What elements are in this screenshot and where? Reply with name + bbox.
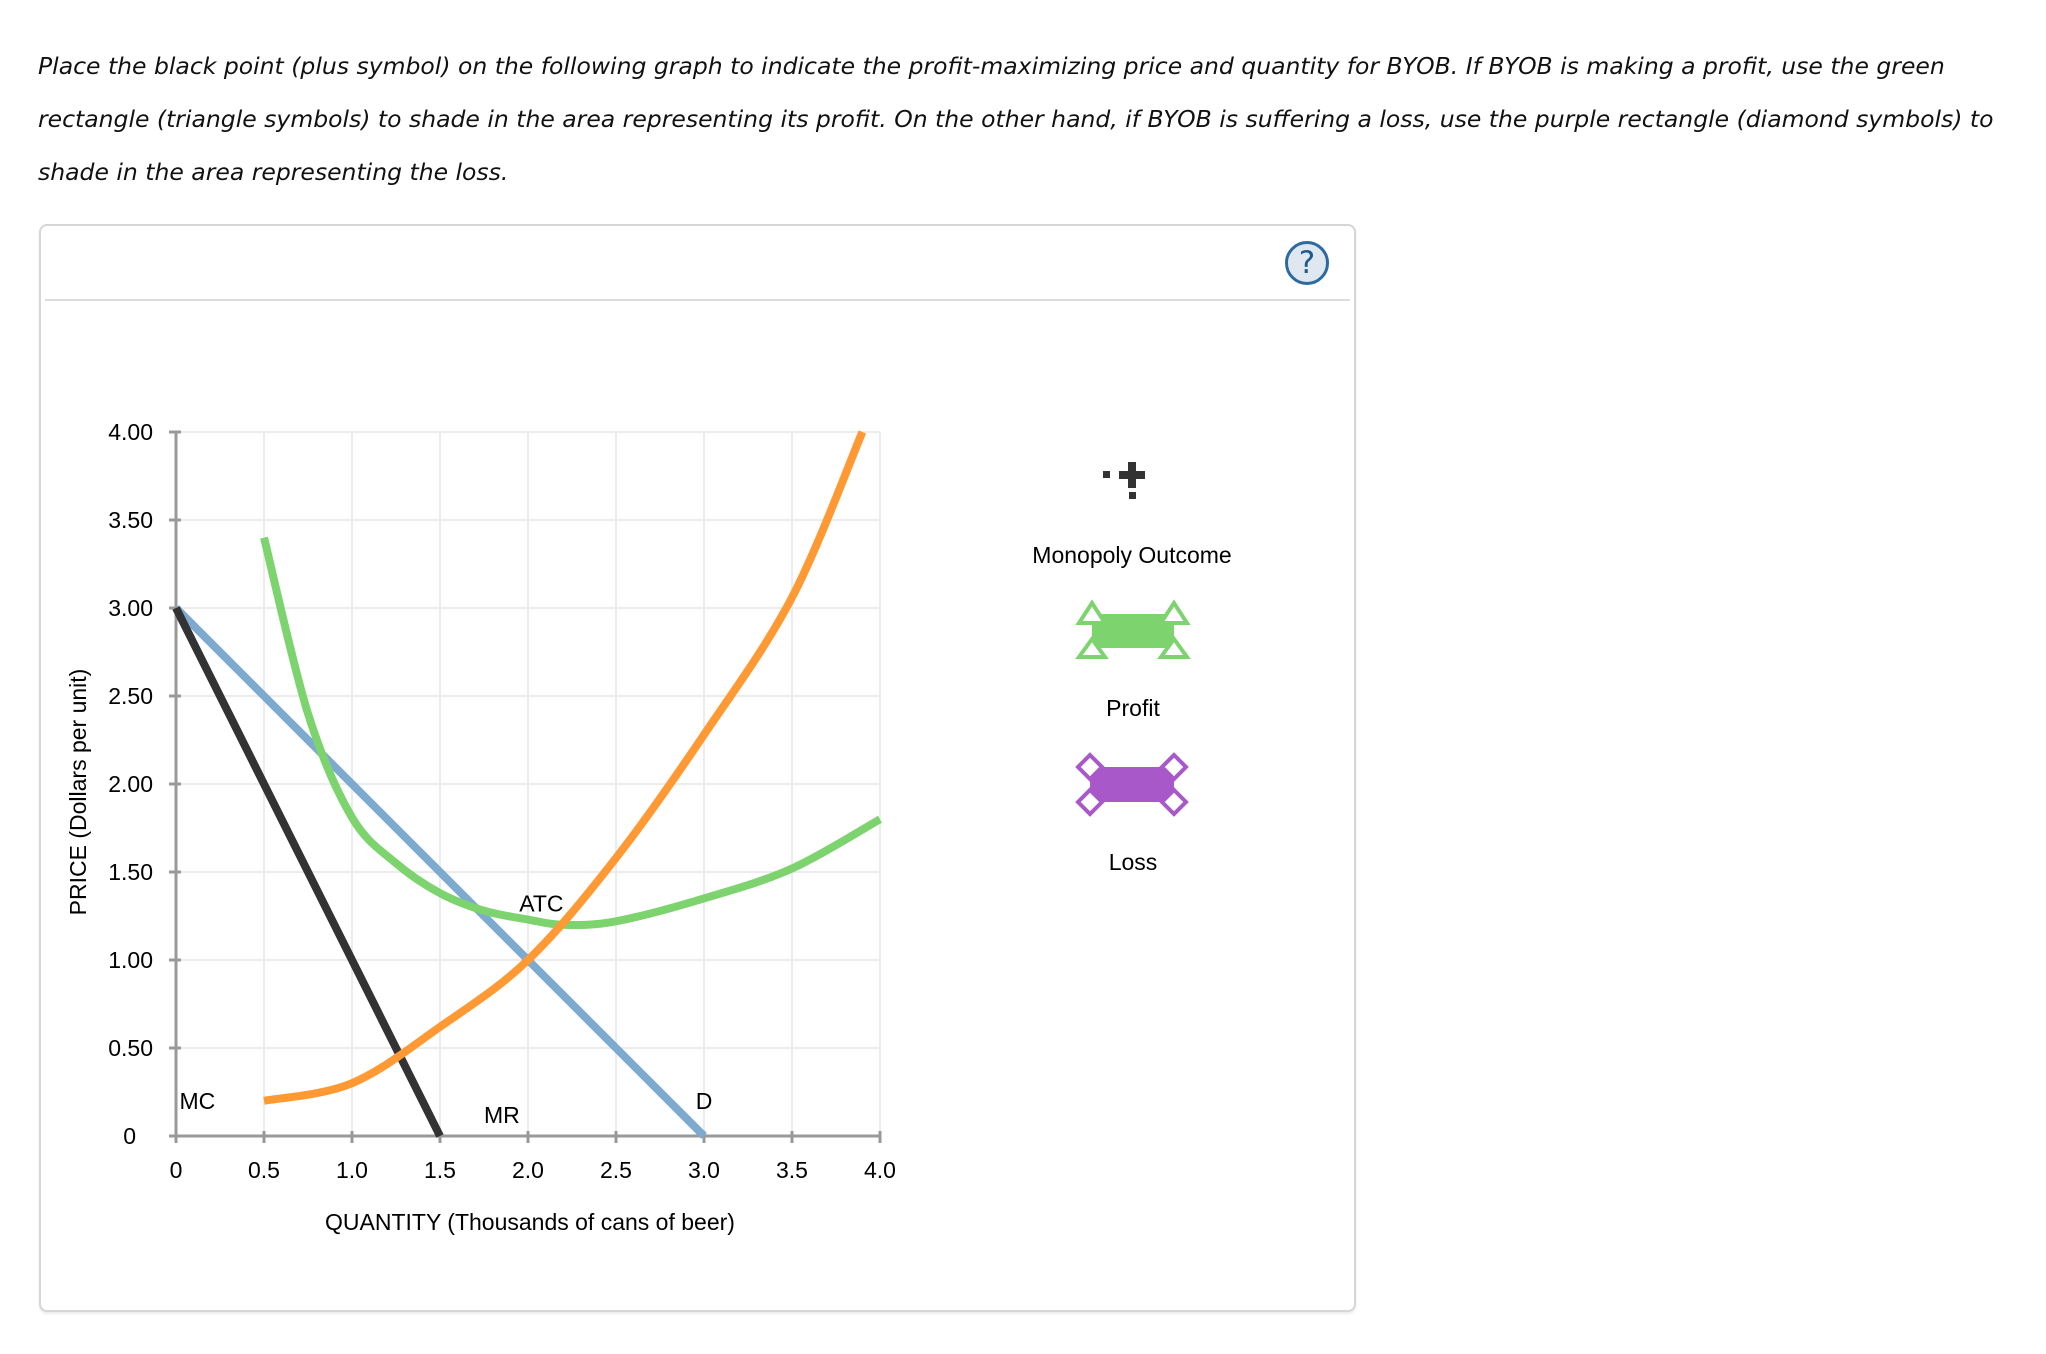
legend-label-profit: Profit bbox=[1106, 695, 1160, 721]
y-axis-title: PRICE (Dollars per unit) bbox=[65, 669, 91, 916]
x-tick-label: 1.0 bbox=[336, 1157, 368, 1183]
y-tick-label: 3.50 bbox=[108, 507, 153, 533]
legend-monopoly-outcome[interactable]: Monopoly Outcome bbox=[1032, 462, 1232, 568]
x-tick-label: 4.0 bbox=[864, 1157, 896, 1183]
panel-divider bbox=[45, 299, 1350, 301]
gridlines bbox=[176, 431, 881, 1136]
y-tick-label: 3.00 bbox=[108, 595, 153, 621]
green-rectangle-triangle-icon[interactable] bbox=[1075, 599, 1191, 659]
x-tick-label: 2.0 bbox=[512, 1157, 544, 1183]
legend: Monopoly Outcome Profit Loss bbox=[1032, 462, 1232, 875]
plus-icon[interactable] bbox=[1103, 462, 1145, 499]
y-axis-ticks: 0 0.50 1.00 1.50 2.00 2.50 3.00 3.50 4.00 bbox=[108, 419, 181, 1149]
y-tick-label: 1.00 bbox=[108, 947, 153, 973]
x-tick-label: 0 bbox=[170, 1157, 183, 1183]
y-tick-label: 1.50 bbox=[108, 859, 153, 885]
purple-rectangle-diamond-icon[interactable] bbox=[1075, 752, 1189, 817]
curve-labels: MC MR D ATC bbox=[180, 891, 713, 1128]
curve-atc bbox=[260, 536, 882, 929]
curve-mr bbox=[172, 606, 444, 1138]
legend-label-monopoly-outcome: Monopoly Outcome bbox=[1032, 542, 1231, 568]
legend-loss[interactable]: Loss bbox=[1075, 752, 1189, 875]
y-tick-label: 4.00 bbox=[108, 419, 153, 445]
help-icon[interactable]: ? bbox=[1285, 241, 1329, 285]
x-axis-ticks: 0 0.5 1.0 1.5 2.0 2.5 3.0 3.5 4.0 bbox=[170, 1131, 896, 1183]
x-tick-label: 3.5 bbox=[776, 1157, 808, 1183]
x-tick-label: 3.0 bbox=[688, 1157, 720, 1183]
curve-d bbox=[173, 605, 707, 1139]
x-tick-label: 0.5 bbox=[248, 1157, 280, 1183]
curve-label-mc: MC bbox=[180, 1088, 216, 1114]
curve-label-atc: ATC bbox=[519, 891, 563, 917]
legend-profit[interactable]: Profit bbox=[1075, 599, 1191, 721]
legend-label-loss: Loss bbox=[1109, 849, 1158, 875]
y-tick-label: 2.50 bbox=[108, 683, 153, 709]
x-axis-title: QUANTITY (Thousands of cans of beer) bbox=[325, 1209, 735, 1235]
y-tick-label: 0 bbox=[123, 1123, 136, 1149]
x-tick-label: 2.5 bbox=[600, 1157, 632, 1183]
question-instructions: Place the black point (plus symbol) on t… bbox=[38, 52, 1994, 186]
x-tick-label: 1.5 bbox=[424, 1157, 456, 1183]
curves bbox=[172, 430, 882, 1139]
curve-label-mr: MR bbox=[484, 1102, 520, 1128]
curve-mc bbox=[263, 430, 867, 1105]
curve-label-d: D bbox=[696, 1088, 713, 1114]
y-tick-label: 0.50 bbox=[108, 1035, 153, 1061]
y-tick-label: 2.00 bbox=[108, 771, 153, 797]
